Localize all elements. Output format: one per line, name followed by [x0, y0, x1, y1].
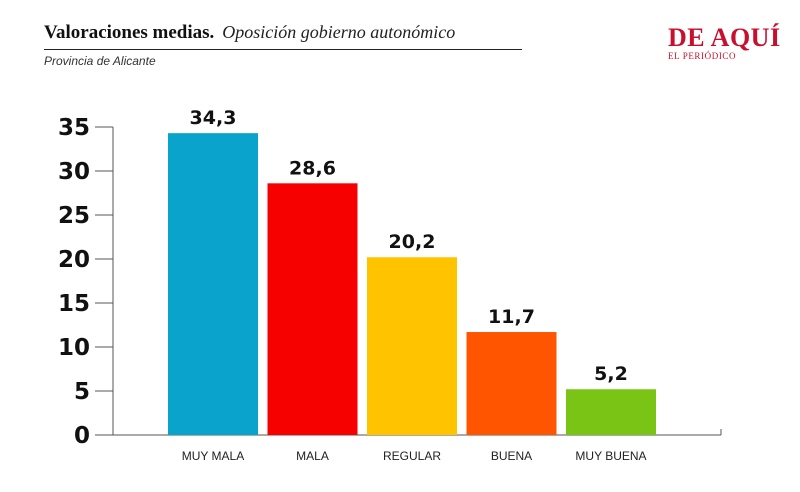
bar-4 — [466, 332, 557, 435]
bar-value-label: 11,7 — [488, 306, 535, 328]
y-tick-label: 10 — [58, 335, 90, 361]
brand-logo: DE AQUÍ EL PERIÓDICO — [668, 23, 781, 62]
bar-value-label: 20,2 — [389, 231, 436, 253]
bar-1 — [168, 133, 258, 435]
y-tick-label: 15 — [58, 291, 90, 317]
chart-title-detail: Oposición gobierno autonómico — [222, 22, 456, 42]
category-label: MALA — [296, 449, 329, 463]
bar-2 — [267, 183, 358, 435]
y-tick-label: 30 — [58, 159, 90, 185]
header-divider — [44, 49, 522, 50]
y-tick-label: 25 — [58, 203, 90, 229]
brand-tagline: EL PERIÓDICO — [668, 51, 737, 61]
chart-header: Valoraciones medias. Oposición gobierno a… — [44, 22, 455, 44]
brand-name: DE AQUÍ — [668, 23, 781, 52]
chart-subtitle: Provincia de Alicante — [44, 54, 156, 68]
y-tick-label: 35 — [58, 115, 90, 141]
category-label: MUY BUENA — [575, 449, 646, 463]
category-label: MUY MALA — [182, 449, 244, 463]
y-tick-label: 0 — [74, 423, 90, 449]
y-tick-label: 20 — [58, 247, 90, 273]
category-label: REGULAR — [383, 449, 441, 463]
bar-3 — [367, 257, 457, 435]
bar-value-label: 28,6 — [289, 157, 336, 179]
bar-value-label: 34,3 — [190, 107, 237, 129]
bar-value-label: 5,2 — [594, 363, 628, 385]
y-tick-label: 5 — [74, 379, 90, 405]
bar-5 — [566, 389, 656, 435]
chart-title: Valoraciones medias. — [44, 22, 215, 43]
category-label: BUENA — [491, 449, 532, 463]
